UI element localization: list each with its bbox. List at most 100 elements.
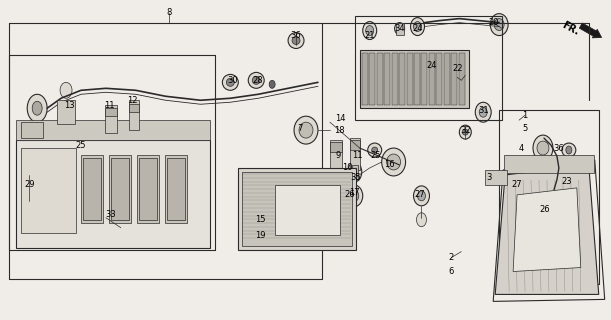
Text: 36: 36 [554,144,565,153]
Ellipse shape [368,143,382,157]
Bar [21,122,43,138]
Text: 2: 2 [448,253,454,262]
Text: 25: 25 [76,140,86,149]
Bar [83,158,101,220]
Text: 14: 14 [335,114,345,123]
Bar [352,165,358,179]
Text: 31: 31 [478,106,489,115]
Ellipse shape [294,116,318,144]
Bar [167,158,185,220]
Ellipse shape [101,211,111,225]
Ellipse shape [539,200,555,220]
Text: 15: 15 [255,215,265,224]
Ellipse shape [288,33,304,49]
Bar [129,104,139,112]
Ellipse shape [366,26,374,36]
Ellipse shape [494,19,504,31]
Ellipse shape [543,205,551,215]
Bar [444,53,450,105]
Text: 16: 16 [384,160,395,170]
Ellipse shape [349,190,359,202]
Bar [105,105,117,133]
Bar [499,110,599,284]
Text: 4: 4 [519,144,524,153]
Bar [355,16,502,120]
Polygon shape [16,140,210,248]
Bar [105,108,117,116]
Text: 12: 12 [128,96,138,105]
Ellipse shape [558,169,576,191]
Bar [399,53,405,105]
Text: 26: 26 [540,205,551,214]
Bar [275,185,340,235]
Bar [330,140,342,170]
Text: 22: 22 [452,64,463,73]
Bar [139,158,156,220]
Text: FR.: FR. [560,20,581,37]
Bar [16,120,210,140]
Ellipse shape [411,18,425,36]
Ellipse shape [475,102,491,122]
Ellipse shape [533,135,553,161]
Text: 21: 21 [365,31,375,40]
Text: 18: 18 [335,126,345,135]
Text: 17: 17 [349,188,360,197]
Ellipse shape [23,180,35,196]
Bar [362,53,368,105]
Ellipse shape [248,72,264,88]
Text: 28: 28 [252,76,263,85]
Ellipse shape [417,213,426,227]
Bar [243,172,352,246]
Ellipse shape [514,179,528,197]
Bar [422,53,428,105]
Ellipse shape [428,63,436,73]
Text: 32: 32 [460,126,470,135]
Ellipse shape [32,101,42,115]
Bar [57,100,75,124]
Bar [429,53,435,105]
Ellipse shape [345,185,363,207]
Text: 27: 27 [414,190,425,199]
Bar [377,53,382,105]
Bar [392,53,398,105]
Text: 24: 24 [426,61,437,70]
Ellipse shape [562,174,572,186]
Bar [109,155,131,223]
Ellipse shape [566,146,572,154]
Text: 34: 34 [394,24,405,33]
Text: 35: 35 [351,173,361,182]
Ellipse shape [299,122,313,138]
Ellipse shape [449,55,466,77]
Bar [238,168,356,250]
Text: 23: 23 [562,177,572,187]
Bar [406,53,412,105]
Ellipse shape [517,183,525,193]
Ellipse shape [348,162,362,182]
Text: 7: 7 [298,124,302,132]
Text: 9: 9 [335,150,340,160]
Ellipse shape [363,22,377,40]
Polygon shape [495,165,599,294]
Ellipse shape [20,175,39,201]
Ellipse shape [382,148,406,176]
Ellipse shape [414,186,430,206]
Ellipse shape [269,80,275,88]
Bar [137,155,159,223]
Bar [111,158,129,220]
Bar [452,53,458,105]
Bar [164,155,186,223]
Ellipse shape [27,94,47,122]
Ellipse shape [252,76,260,84]
Bar [360,51,469,108]
Ellipse shape [490,14,508,36]
Ellipse shape [463,129,468,135]
Bar [395,23,404,35]
Ellipse shape [423,59,439,78]
Polygon shape [513,188,581,271]
Text: 30: 30 [227,76,238,85]
Ellipse shape [479,107,487,117]
Bar [369,53,375,105]
Bar [459,53,465,105]
Text: 6: 6 [448,267,454,276]
Bar [129,100,139,130]
